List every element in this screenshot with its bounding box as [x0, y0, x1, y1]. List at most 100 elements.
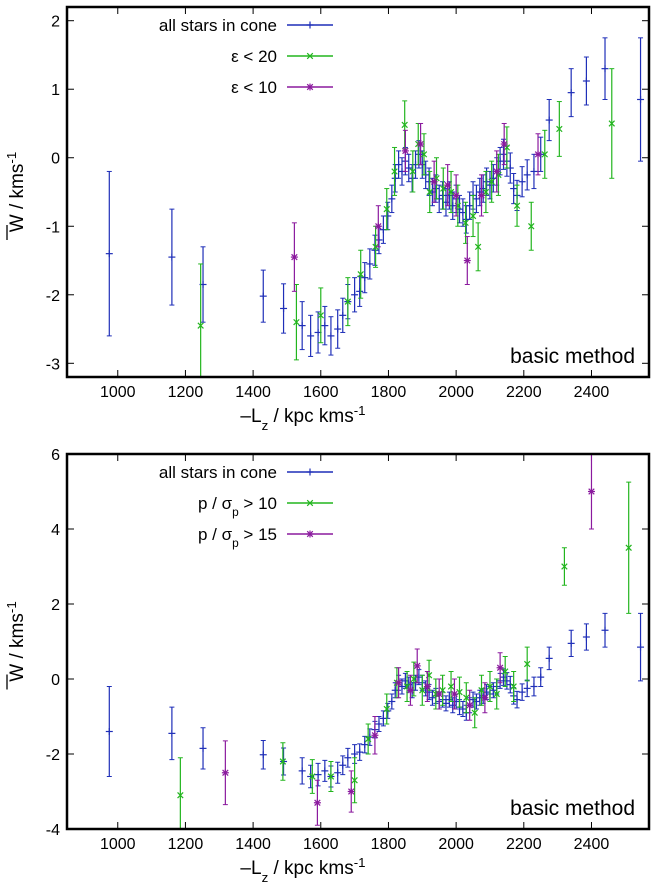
marker: [426, 188, 433, 196]
marker: [474, 243, 482, 251]
data-point: [472, 693, 480, 710]
data-point: [105, 686, 113, 777]
marker: [388, 195, 396, 203]
marker: [419, 687, 426, 694]
marker: [290, 253, 298, 261]
data-point: [466, 191, 474, 220]
data-point: [423, 671, 431, 702]
marker: [383, 205, 390, 213]
data-point: [541, 129, 549, 179]
x-tick-label: 1400: [235, 836, 271, 853]
data-point: [197, 263, 204, 377]
marker: [347, 788, 355, 795]
data-point: [259, 269, 267, 323]
marker: [409, 168, 417, 175]
series-3: [290, 122, 542, 292]
data-point: [388, 184, 396, 214]
marker: [298, 767, 306, 775]
marker: [384, 212, 392, 220]
data-point: [317, 287, 325, 344]
marker: [523, 171, 531, 179]
marker: [356, 748, 364, 756]
y-tick-label: 1: [51, 82, 60, 99]
data-point: [463, 682, 470, 714]
data-point: [449, 191, 457, 220]
data-point: [518, 166, 526, 198]
marker: [435, 690, 443, 698]
data-point: [391, 146, 398, 196]
data-area: [105, 454, 645, 829]
marker: [489, 686, 497, 694]
marker: [168, 729, 176, 737]
marker: [483, 178, 491, 186]
marker: [321, 322, 329, 330]
marker: [447, 188, 455, 196]
marker: [637, 96, 645, 103]
marker: [478, 687, 485, 694]
data-point: [388, 693, 396, 710]
marker: [432, 185, 440, 193]
marker: [401, 147, 409, 155]
marker: [351, 750, 359, 758]
data-point: [456, 194, 464, 224]
marker: [530, 683, 538, 690]
data-point: [395, 150, 403, 179]
marker: [466, 202, 474, 210]
marker: [500, 150, 507, 158]
data-point: [290, 222, 298, 292]
marker: [567, 639, 575, 647]
marker: [445, 696, 453, 704]
data-point: [486, 671, 494, 702]
data-point: [321, 305, 329, 346]
marker: [405, 164, 413, 172]
marker: [486, 683, 494, 690]
data-point: [406, 674, 414, 706]
legend-marker: [306, 52, 314, 60]
x-tick-label: 1800: [371, 836, 407, 853]
marker: [601, 65, 609, 73]
marker: [401, 677, 409, 685]
y-axis-label: W / kms-1: [4, 601, 29, 681]
data-point: [493, 150, 501, 193]
data-point: [513, 184, 521, 227]
marker: [482, 188, 490, 196]
data-point: [545, 99, 553, 142]
marker: [327, 773, 335, 780]
data-point: [398, 157, 406, 186]
data-point: [298, 301, 306, 351]
marker: [391, 168, 398, 175]
data-point: [513, 690, 521, 709]
data-point: [450, 678, 458, 710]
marker: [366, 260, 374, 268]
marker: [351, 777, 358, 784]
data-point: [530, 153, 538, 190]
data-point: [221, 740, 229, 806]
data-point: [279, 742, 287, 781]
data-point: [105, 170, 113, 337]
data-point: [582, 56, 590, 106]
data-point: [510, 173, 518, 205]
marker: [541, 151, 549, 158]
data-point: [314, 762, 322, 787]
marker: [471, 709, 478, 716]
data-point: [417, 122, 425, 166]
marker: [339, 761, 347, 769]
legend-marker: [306, 468, 314, 476]
marker: [334, 325, 342, 333]
marker: [493, 167, 501, 175]
data-point: [582, 623, 590, 651]
data-point: [366, 248, 374, 280]
legend-marker: [306, 83, 314, 91]
y-tick-label: -2: [46, 747, 60, 764]
marker: [417, 140, 425, 148]
legend-label: ε < 10: [231, 78, 277, 97]
marker: [177, 792, 184, 799]
data-point: [625, 481, 632, 614]
data-point: [327, 761, 335, 792]
x-axis-label: –Lz / kpc kms-1: [240, 855, 365, 885]
marker: [314, 771, 322, 779]
marker: [444, 181, 452, 189]
data-point: [327, 316, 335, 356]
data-point: [374, 205, 382, 248]
series-2: [197, 68, 616, 377]
